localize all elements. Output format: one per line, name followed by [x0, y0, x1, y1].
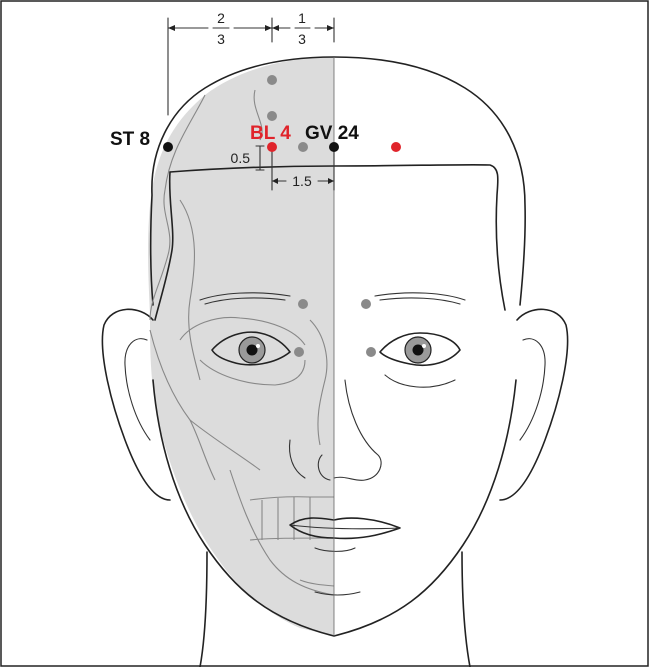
left-ear [101, 308, 171, 501]
bl4-label: BL 4 [250, 123, 291, 144]
right-eye [379, 332, 461, 388]
gray-dot [267, 75, 277, 85]
gv24-label: GV 24 [305, 123, 359, 144]
dimension-top [167, 17, 335, 116]
st8-point [163, 142, 173, 152]
gray-dot [298, 299, 308, 309]
dim-one-third-denominator: 3 [298, 31, 306, 47]
left-eye [211, 331, 291, 366]
dimension-offsets [255, 145, 335, 191]
dim-two-thirds-numerator: 2 [217, 10, 225, 26]
gray-dot [361, 299, 371, 309]
hairline [169, 163, 506, 311]
gray-dot [294, 347, 304, 357]
gray-dot [267, 111, 277, 121]
reference-points [267, 75, 401, 357]
right-eyebrow [374, 292, 466, 301]
skull-bones [149, 89, 335, 596]
st8-label: ST 8 [110, 129, 150, 150]
dim-vertical-0-5: 0.5 [231, 150, 251, 166]
gv24-point [329, 142, 339, 152]
bl4-point [267, 142, 277, 152]
left-eyebrow [199, 292, 291, 301]
dim-horizontal-1-5: 1.5 [292, 173, 312, 189]
gray-dot [366, 347, 376, 357]
nose [317, 379, 382, 481]
red-dot [391, 142, 401, 152]
dim-two-thirds-denominator: 3 [217, 31, 225, 47]
dim-one-third-numerator: 1 [298, 10, 306, 26]
head-outline [149, 56, 526, 306]
gray-dot [298, 142, 308, 152]
neck [199, 551, 208, 667]
right-ear [499, 308, 569, 501]
